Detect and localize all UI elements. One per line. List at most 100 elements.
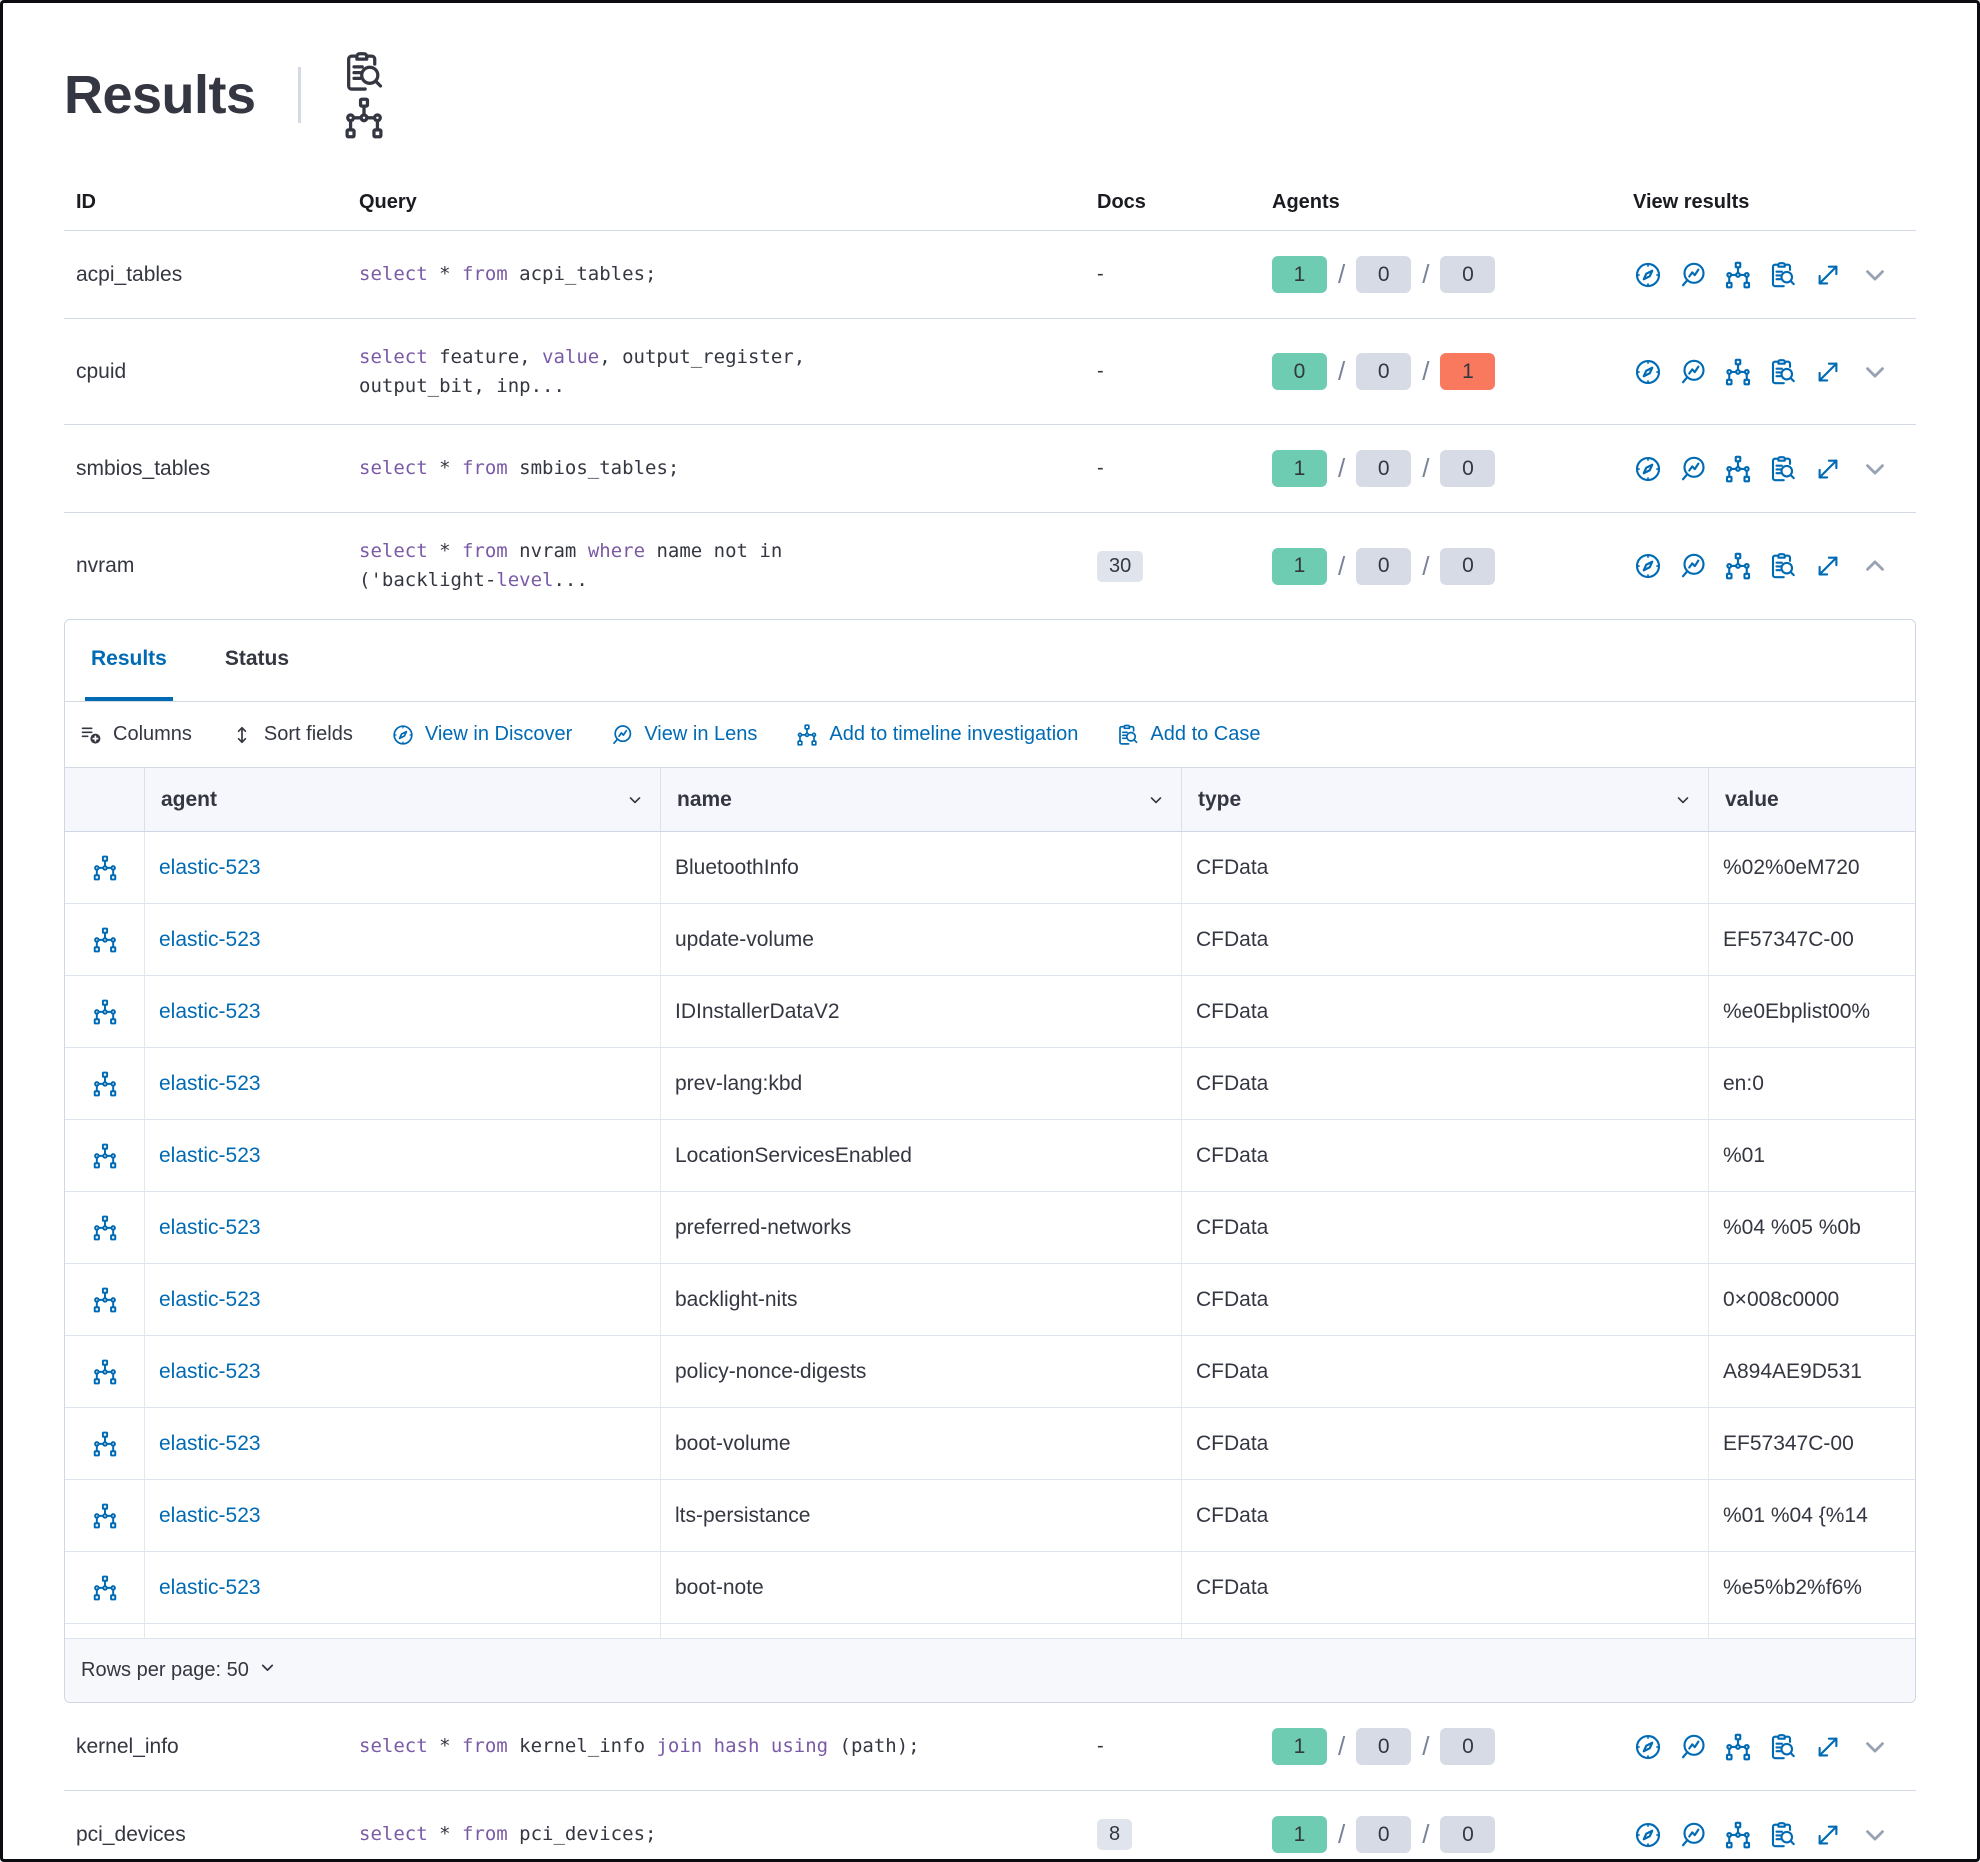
agent-link[interactable]: elastic-523 <box>159 1071 261 1095</box>
add-row-to-timeline-button[interactable] <box>91 926 119 954</box>
query-sql-cell: select * from nvram where name not in ('b… <box>359 537 1089 595</box>
inspect-queries-button[interactable] <box>341 49 387 95</box>
add-row-to-timeline-button[interactable] <box>91 1358 119 1386</box>
expand-row-button[interactable] <box>1860 1732 1890 1762</box>
view-in-discover-button[interactable] <box>1633 454 1663 484</box>
view-in-discover-button[interactable]: View in Discover <box>391 723 572 747</box>
view-in-lens-button[interactable] <box>1678 357 1708 387</box>
expand-icon <box>1813 551 1843 581</box>
expand-results-button[interactable] <box>1813 1732 1843 1762</box>
expand-row-button[interactable] <box>1860 1820 1890 1850</box>
add-row-to-timeline-button[interactable] <box>91 998 119 1026</box>
agent-link[interactable]: elastic-523 <box>159 999 261 1023</box>
collapse-row-button[interactable] <box>1860 551 1890 581</box>
add-to-case-button[interactable]: Add to Case <box>1116 723 1261 747</box>
view-in-lens-button[interactable] <box>1678 260 1708 290</box>
grid-column-header-agent[interactable]: agent <box>145 768 661 831</box>
results-grid-rows: elastic-523 BluetoothInfo CFData %02%0eM… <box>65 832 1915 1624</box>
tab-status[interactable]: Status <box>224 646 290 670</box>
add-row-to-timeline-button[interactable] <box>91 1430 119 1458</box>
lens-icon <box>1678 1820 1708 1850</box>
view-in-lens-button[interactable] <box>1678 1732 1708 1762</box>
expand-row-button[interactable] <box>1860 260 1890 290</box>
view-in-lens-button[interactable] <box>1678 1820 1708 1850</box>
view-in-lens-button[interactable] <box>1678 551 1708 581</box>
agent-link[interactable]: elastic-523 <box>159 1431 261 1455</box>
agent-link[interactable]: elastic-523 <box>159 1287 261 1311</box>
add-row-to-timeline-button[interactable] <box>91 1142 119 1170</box>
inspect-icon <box>1768 551 1798 581</box>
results-table-row: smbios_tables select * from smbios_table… <box>64 425 1916 513</box>
agent-cell: elastic-523 <box>145 1408 661 1479</box>
view-in-cases-button[interactable] <box>1768 260 1798 290</box>
sort-fields-button[interactable]: Sort fields <box>230 723 353 747</box>
add-row-to-timeline-button[interactable] <box>91 1214 119 1242</box>
value-cell: %01 <box>1723 1143 1766 1167</box>
value-cell: %01 %04 {%14 <box>1723 1503 1868 1527</box>
expand-results-button[interactable] <box>1813 357 1843 387</box>
view-in-lens-button[interactable]: View in Lens <box>610 723 757 747</box>
view-in-timeline-button[interactable] <box>1723 454 1753 484</box>
view-in-timeline-button[interactable] <box>1723 357 1753 387</box>
view-in-discover-button[interactable] <box>1633 1820 1663 1850</box>
view-in-cases-button[interactable] <box>1768 1820 1798 1850</box>
chevron-down-icon <box>1860 1820 1890 1850</box>
agent-link[interactable]: elastic-523 <box>159 1359 261 1383</box>
results-table-row: cpuid select feature, value, output_regi… <box>64 319 1916 425</box>
view-in-timeline-button[interactable] <box>1723 1732 1753 1762</box>
compass-icon <box>391 723 415 747</box>
expand-results-button[interactable] <box>1813 1820 1843 1850</box>
view-in-discover-button[interactable] <box>1633 260 1663 290</box>
lens-icon <box>1678 551 1708 581</box>
agent-link[interactable]: elastic-523 <box>159 1575 261 1599</box>
grid-column-header-type[interactable]: type <box>1182 768 1709 831</box>
view-in-discover-button[interactable] <box>1633 1732 1663 1762</box>
view-in-timeline-button[interactable] <box>1723 1820 1753 1850</box>
row-timeline-cell <box>65 1192 145 1263</box>
agents-pending-badge: 0 <box>1356 547 1412 585</box>
agent-link[interactable]: elastic-523 <box>159 855 261 879</box>
agent-link[interactable]: elastic-523 <box>159 1215 261 1239</box>
tab-results[interactable]: Results <box>85 620 173 701</box>
chevron-down-icon <box>1860 1732 1890 1762</box>
view-in-lens-button[interactable] <box>1678 454 1708 484</box>
view-in-cases-button[interactable] <box>1768 551 1798 581</box>
view-in-discover-button[interactable] <box>1633 551 1663 581</box>
view-in-timeline-button[interactable] <box>1723 260 1753 290</box>
agents-status-cell: 1 / 0 / 0 <box>1264 450 1619 487</box>
expand-row-button[interactable] <box>1860 454 1890 484</box>
view-in-cases-button[interactable] <box>1768 454 1798 484</box>
expand-results-button[interactable] <box>1813 454 1843 484</box>
add-row-to-timeline-button[interactable] <box>91 854 119 882</box>
add-to-timeline-button[interactable]: Add to timeline investigation <box>795 723 1078 747</box>
badge-separator: / <box>1338 356 1346 386</box>
add-row-to-timeline-button[interactable] <box>91 1502 119 1530</box>
view-in-discover-button[interactable] <box>1633 357 1663 387</box>
columns-button[interactable]: Columns <box>79 723 192 747</box>
grid-column-header-name[interactable]: name <box>661 768 1182 831</box>
add-row-to-timeline-button[interactable] <box>91 1574 119 1602</box>
docs-cell: - <box>1089 1735 1264 1758</box>
rows-per-page-button[interactable]: Rows per page: 50 <box>81 1658 277 1683</box>
timeline-icon <box>1723 551 1753 581</box>
timeline-queries-button[interactable] <box>341 95 387 141</box>
rows-per-page-label: Rows per page: 50 <box>81 1659 249 1681</box>
agent-link[interactable]: elastic-523 <box>159 927 261 951</box>
add-row-to-timeline-button[interactable] <box>91 1070 119 1098</box>
results-grid-row: elastic-523 LocationServicesEnabled CFDa… <box>65 1120 1915 1192</box>
value-cell: EF57347C-00 <box>1723 927 1854 951</box>
column-header-id: ID <box>76 191 96 213</box>
expand-results-button[interactable] <box>1813 260 1843 290</box>
toolbar-label: View in Lens <box>644 723 758 745</box>
expand-row-button[interactable] <box>1860 357 1890 387</box>
view-in-cases-button[interactable] <box>1768 1732 1798 1762</box>
view-in-cases-button[interactable] <box>1768 357 1798 387</box>
agent-link[interactable]: elastic-523 <box>159 1503 261 1527</box>
add-row-to-timeline-button[interactable] <box>91 1286 119 1314</box>
query-id-cell: pci_devices <box>76 1822 186 1846</box>
agent-link[interactable]: elastic-523 <box>159 1143 261 1167</box>
agents-failed-badge: 0 <box>1440 1728 1496 1765</box>
expand-results-button[interactable] <box>1813 551 1843 581</box>
view-in-timeline-button[interactable] <box>1723 551 1753 581</box>
type-cell: CFData <box>1182 832 1709 903</box>
